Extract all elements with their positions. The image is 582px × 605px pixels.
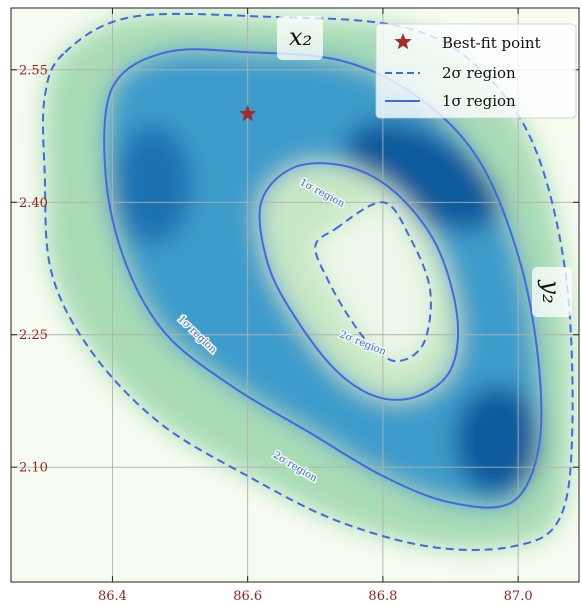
x-tick-label-0: 86.4: [98, 589, 127, 604]
best-fit-marker-layer: [239, 105, 257, 122]
density-peak-upper: [345, 121, 502, 231]
axis-ticks: 86.4 86.6 86.8 87.0 2.10 2.25 2.40 2.55: [11, 8, 579, 604]
density-inner-core: [315, 202, 431, 362]
contour-1sigma-ring-1: [258, 162, 460, 401]
y-tick-label-1: 2.25: [19, 328, 48, 343]
y-tick-label-0: 2.10: [19, 461, 48, 476]
contour-1sigma-ring-0: [103, 48, 543, 509]
density-peak-lower: [453, 385, 542, 496]
legend-star-icon: [394, 33, 412, 50]
x-tick-label-1: 86.6: [233, 589, 262, 604]
legend-item-1sigma: 1σ region: [385, 92, 516, 110]
annotation-x2: x₂: [277, 16, 323, 60]
legend-label-1sigma: 1σ region: [442, 92, 516, 110]
legend-box: [375, 23, 577, 119]
contour-2sigma-ring-1: [314, 201, 432, 363]
y-tick-label-2: 2.40: [19, 196, 48, 211]
annotation-y2: y₂: [532, 267, 572, 317]
density-heatmap: [43, 13, 573, 551]
legend-label-best-fit: Best-fit point: [442, 34, 541, 52]
legend-item-2sigma: 2σ region: [385, 64, 516, 82]
plot-frame: [10, 7, 580, 583]
annotation-y2-text: y₂: [537, 279, 565, 303]
best-fit-star-marker: [239, 105, 257, 122]
x-tick-label-3: 87.0: [504, 589, 533, 604]
annotation-x2-text: x₂: [289, 23, 312, 51]
density-peak-left: [113, 124, 193, 245]
legend-item-best-fit: Best-fit point: [394, 33, 541, 52]
legend: Best-fit point 2σ region 1σ region: [375, 23, 577, 119]
x-tick-label-2: 86.8: [368, 589, 397, 604]
legend-label-2sigma: 2σ region: [442, 64, 516, 82]
y-tick-label-3: 2.55: [19, 63, 48, 78]
